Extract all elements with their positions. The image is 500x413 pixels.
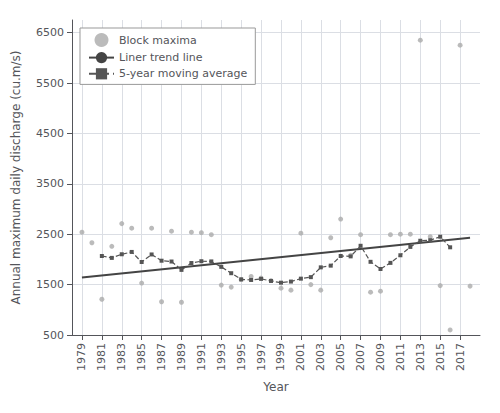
svg-text:Year: Year	[262, 380, 288, 394]
svg-text:2015: 2015	[434, 343, 447, 371]
svg-text:2005: 2005	[334, 343, 347, 371]
svg-text:6500: 6500	[36, 26, 64, 39]
svg-text:2011: 2011	[394, 343, 407, 371]
svg-text:Block maxima: Block maxima	[119, 34, 197, 47]
svg-text:1987: 1987	[155, 343, 168, 371]
svg-text:1985: 1985	[135, 343, 148, 371]
svg-text:1993: 1993	[215, 343, 228, 371]
svg-text:3500: 3500	[36, 177, 64, 190]
svg-text:500: 500	[43, 329, 64, 342]
svg-text:Liner trend line: Liner trend line	[119, 51, 203, 64]
svg-text:2500: 2500	[36, 228, 64, 241]
svg-text:1500: 1500	[36, 278, 64, 291]
svg-text:1995: 1995	[235, 343, 248, 371]
svg-text:2009: 2009	[374, 343, 387, 371]
svg-text:1989: 1989	[175, 343, 188, 371]
svg-text:2007: 2007	[354, 343, 367, 371]
svg-text:1991: 1991	[195, 343, 208, 371]
svg-text:2003: 2003	[314, 343, 327, 371]
svg-text:1999: 1999	[274, 343, 287, 371]
svg-text:5500: 5500	[36, 77, 64, 90]
svg-text:1997: 1997	[255, 343, 268, 371]
svg-text:1983: 1983	[115, 343, 128, 371]
svg-text:2001: 2001	[294, 343, 307, 371]
svg-text:Annual maximum daily discharge: Annual maximum daily discharge (cu.m/s)	[9, 50, 23, 304]
svg-text:2017: 2017	[454, 343, 467, 371]
svg-text:1979: 1979	[75, 343, 88, 371]
svg-text:1981: 1981	[95, 343, 108, 371]
svg-text:4500: 4500	[36, 127, 64, 140]
svg-text:2013: 2013	[414, 343, 427, 371]
svg-text:5-year moving average: 5-year moving average	[119, 67, 248, 80]
